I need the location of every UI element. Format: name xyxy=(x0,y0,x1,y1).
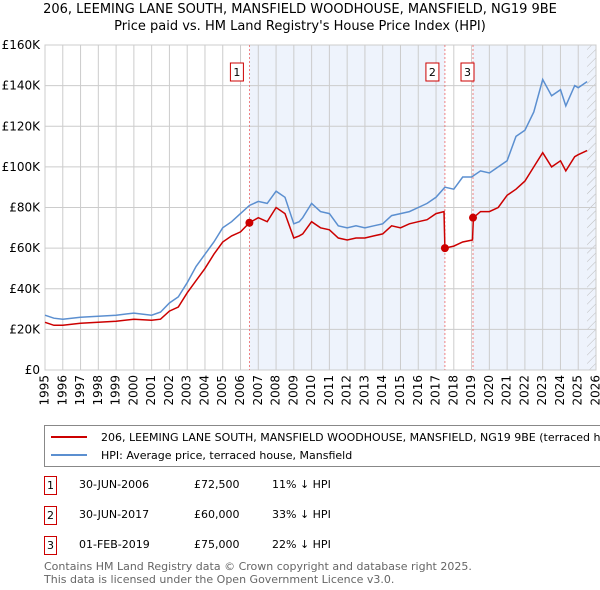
x-tick-label: 2008 xyxy=(269,375,283,406)
transaction-marker: 1 xyxy=(44,476,57,495)
y-tick-label: £20K xyxy=(9,322,41,336)
x-tick-label: 2026 xyxy=(589,375,600,406)
legend-label-property: 206, LEEMING LANE SOUTH, MANSFIELD WOODH… xyxy=(101,430,600,444)
x-tick-label: 2001 xyxy=(144,375,158,406)
x-tick-label: 2020 xyxy=(482,375,496,406)
transaction-hpi-delta: 22% ↓ HPI xyxy=(272,538,331,551)
sale-label-box xyxy=(460,62,475,82)
x-tick-label: 2010 xyxy=(304,375,318,406)
footer-copyright: Contains HM Land Registry data © Crown c… xyxy=(44,560,472,573)
x-tick-label: 1995 xyxy=(38,375,52,406)
sale-point xyxy=(440,244,449,253)
x-tick-label: 2023 xyxy=(535,375,549,406)
x-tick-label: 2002 xyxy=(162,375,176,406)
x-tick-label: 2011 xyxy=(322,375,336,406)
x-tick-label: 2000 xyxy=(126,375,140,406)
transaction-price: £75,000 xyxy=(194,538,240,551)
legend-item-hpi: HPI: Average price, terraced house, Mans… xyxy=(51,447,352,463)
transaction-price: £72,500 xyxy=(194,478,240,491)
y-tick-label: £60K xyxy=(9,241,41,255)
x-tick-label: 2009 xyxy=(286,375,300,406)
x-tick-label: 2019 xyxy=(464,375,478,406)
sale-label: 1 xyxy=(233,66,240,79)
y-tick-label: £40K xyxy=(9,282,41,296)
price-chart: 1995 1996 1997 1998 1999 2000 2001 2002 2003 2004… xyxy=(2,38,600,406)
sale-point xyxy=(469,213,478,222)
y-tick-label: £80K xyxy=(9,201,41,215)
sale-label-box xyxy=(229,62,244,82)
x-tick-label: 2016 xyxy=(411,375,425,406)
transaction-price: £60,000 xyxy=(194,508,240,521)
x-tick-label: 2012 xyxy=(340,375,354,406)
transaction-hpi-delta: 11% ↓ HPI xyxy=(272,478,331,491)
y-tick-label: £100K xyxy=(2,160,42,174)
x-tick-label: 2015 xyxy=(393,375,407,406)
legend: 206, LEEMING LANE SOUTH, MANSFIELD WOODH… xyxy=(44,425,600,467)
x-tick-label: 2018 xyxy=(446,375,460,406)
hpi-line xyxy=(44,77,588,320)
transaction-date: 30-JUN-2017 xyxy=(79,508,150,521)
legend-swatch-hpi xyxy=(51,454,87,456)
x-tick-label: 2025 xyxy=(571,375,585,406)
x-tick-label: 1996 xyxy=(55,375,69,406)
legend-item-property: 206, LEEMING LANE SOUTH, MANSFIELD WOODH… xyxy=(51,429,600,445)
transaction-hpi-delta: 33% ↓ HPI xyxy=(272,508,331,521)
transaction-row: 3 01-FEB-2019 £75,000 22% ↓ HPI xyxy=(44,536,444,556)
property-price-line xyxy=(44,149,588,327)
chart-title: 206, LEEMING LANE SOUTH, MANSFIELD WOODH… xyxy=(43,2,557,17)
transaction-row: 1 30-JUN-2006 £72,500 11% ↓ HPI xyxy=(44,476,444,496)
x-tick-label: 2014 xyxy=(375,375,389,406)
x-tick-label: 1998 xyxy=(91,375,105,406)
y-tick-label: £120K xyxy=(2,119,42,133)
y-tick-label: £140K xyxy=(2,79,42,93)
x-tick-label: 1999 xyxy=(109,375,123,406)
x-tick-label: 2006 xyxy=(233,375,247,406)
x-tick-label: 2024 xyxy=(553,375,567,406)
x-tick-label: 2022 xyxy=(517,375,531,406)
sale-label: 3 xyxy=(464,66,471,79)
sale-label: 2 xyxy=(429,66,436,79)
transaction-date: 01-FEB-2019 xyxy=(79,538,150,551)
legend-label-hpi: HPI: Average price, terraced house, Mans… xyxy=(101,448,353,462)
x-tick-label: 2004 xyxy=(197,375,211,406)
x-tick-label: 2021 xyxy=(500,375,514,406)
x-tick-label: 2007 xyxy=(251,375,265,406)
x-tick-label: 2005 xyxy=(215,375,229,406)
footer: Contains HM Land Registry data © Crown c… xyxy=(44,560,472,586)
y-tick-label: £0 xyxy=(25,363,40,377)
x-tick-label: 1997 xyxy=(73,375,87,406)
y-tick-label: £160K xyxy=(2,38,42,52)
chart-subtitle: Price paid vs. HM Land Registry's House … xyxy=(114,19,486,34)
transaction-marker: 2 xyxy=(44,506,57,525)
transaction-marker: 3 xyxy=(44,536,57,555)
x-tick-label: 2003 xyxy=(180,375,194,406)
plot-border xyxy=(44,44,597,371)
legend-swatch-property xyxy=(51,436,87,438)
footer-licence: This data is licensed under the Open Gov… xyxy=(44,573,395,586)
x-tick-label: 2013 xyxy=(357,375,371,406)
transaction-date: 30-JUN-2006 xyxy=(79,478,150,491)
x-tick-label: 2017 xyxy=(429,375,443,406)
transaction-row: 2 30-JUN-2017 £60,000 33% ↓ HPI xyxy=(44,506,444,526)
sale-point xyxy=(245,218,254,227)
sale-label-box xyxy=(425,62,440,82)
